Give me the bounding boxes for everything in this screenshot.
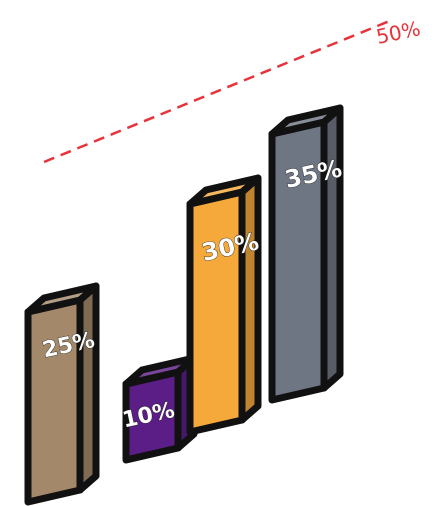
reference-line-50 (43, 18, 393, 164)
bar-4: 35% (268, 104, 345, 404)
bar-1: 25% (24, 282, 100, 506)
bar-front-face (186, 188, 246, 436)
bar-front-face (24, 296, 84, 506)
bar-top-face (24, 282, 100, 316)
bar-side-face (238, 174, 262, 424)
bar-top-face (268, 104, 344, 138)
bars-group: 25% 10%30%35% (24, 104, 345, 506)
bar-top-face (186, 174, 262, 208)
bar-side-face (76, 282, 100, 494)
reference-line-label: 50% (374, 16, 422, 49)
bar-side-face (320, 104, 344, 392)
reference-line: 50% (43, 16, 423, 164)
bar-3: 30% (186, 174, 262, 436)
bar-2: 10% (120, 354, 198, 464)
